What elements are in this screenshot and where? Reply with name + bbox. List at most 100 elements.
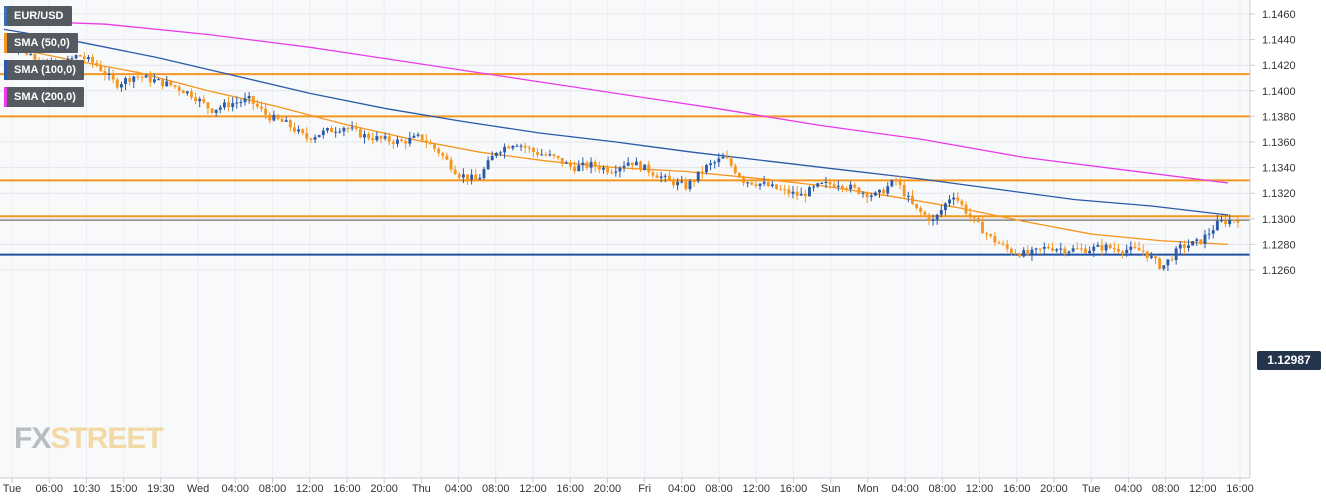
candle-body <box>630 162 634 166</box>
candle-body <box>1178 244 1182 249</box>
legend-entry[interactable]: SMA (100,0) <box>4 60 84 80</box>
candle-body <box>515 145 519 147</box>
candle-body <box>342 127 346 132</box>
legend-entry[interactable]: SMA (50,0) <box>4 33 78 53</box>
candle-body <box>152 79 156 83</box>
candle-body <box>540 154 544 156</box>
candle-body <box>742 177 745 183</box>
candle-body <box>78 55 82 57</box>
candle-body <box>1174 248 1178 260</box>
candle-body <box>441 153 445 156</box>
candle-body <box>293 127 296 132</box>
candle-body <box>560 157 564 164</box>
candle-body <box>700 171 704 173</box>
candle-body <box>680 181 684 183</box>
candle-body <box>663 175 667 177</box>
candle-body <box>808 187 811 197</box>
x-tick-label: 12:00 <box>519 483 547 495</box>
candle-body <box>227 102 230 108</box>
candle-body <box>181 90 185 94</box>
candle-body <box>128 78 132 82</box>
candle-body <box>466 174 469 180</box>
candle-body <box>408 137 412 144</box>
x-tick-label: 12:00 <box>966 483 994 495</box>
candle-body <box>985 233 989 235</box>
candle-body <box>725 156 729 159</box>
legend-label: SMA (200,0) <box>14 91 76 103</box>
candle-body <box>618 167 622 172</box>
candle-body <box>1145 251 1149 258</box>
x-tick-label: 12:00 <box>742 483 770 495</box>
candle-body <box>231 103 235 108</box>
candle-body <box>420 134 424 141</box>
candle-body <box>1158 258 1162 269</box>
x-tick-label: 04:00 <box>445 483 473 495</box>
candle-body <box>902 184 906 197</box>
candle-body <box>709 163 713 166</box>
candle-body <box>367 134 371 139</box>
candle-body <box>161 79 165 87</box>
legend-swatch <box>4 60 7 80</box>
x-tick-label: 20:00 <box>594 483 622 495</box>
candle-body <box>185 91 189 94</box>
candle-body <box>1084 248 1087 254</box>
candle-body <box>272 114 276 121</box>
candle-body <box>346 127 350 129</box>
candle-body <box>243 98 247 103</box>
candle-body <box>993 236 997 243</box>
candle-body <box>177 86 181 91</box>
candle-body <box>428 142 432 145</box>
candle-body <box>1034 248 1038 250</box>
candle-body <box>214 109 218 113</box>
candle-body <box>1018 253 1022 257</box>
candle-body <box>956 197 960 201</box>
x-tick-label: 08:00 <box>705 483 733 495</box>
legend-entry[interactable]: SMA (200,0) <box>4 87 84 107</box>
candle-body <box>1026 250 1030 255</box>
candle-body <box>1030 249 1034 255</box>
candle-body <box>321 130 325 136</box>
candle-body <box>115 79 119 88</box>
candle-body <box>412 135 416 138</box>
candle-body <box>861 192 865 194</box>
candle-body <box>890 180 894 187</box>
candle-body <box>915 203 919 208</box>
x-tick-label: 16:00 <box>1003 483 1031 495</box>
candle-body <box>836 185 840 187</box>
candle-body <box>989 234 993 237</box>
candle-body <box>614 171 618 173</box>
candle-body <box>1059 248 1063 250</box>
candle-body <box>461 174 465 178</box>
candle-body <box>878 189 881 193</box>
candle-body <box>519 145 523 147</box>
legend-entry[interactable]: EUR/USD <box>4 6 72 26</box>
candle-body <box>437 148 441 154</box>
candle-body <box>453 169 457 175</box>
candle-body <box>74 55 78 59</box>
candle-body <box>1191 241 1195 246</box>
candle-body <box>919 207 923 213</box>
x-tick-label: 04:00 <box>1115 483 1143 495</box>
candle-body <box>676 181 680 186</box>
candle-body <box>758 183 762 187</box>
candle-body <box>95 62 99 66</box>
candle-body <box>1170 259 1174 261</box>
candle-body <box>1215 221 1219 231</box>
candle-body <box>260 106 263 109</box>
candle-body <box>523 145 527 148</box>
candle-body <box>190 91 193 98</box>
candle-body <box>383 136 387 139</box>
candle-body <box>1121 251 1125 254</box>
candle-body <box>33 54 37 60</box>
y-tick-label: 1.1280 <box>1262 239 1296 251</box>
candle-body <box>140 76 144 78</box>
candle-body <box>1154 256 1157 259</box>
candle-body <box>906 195 910 197</box>
candle-body <box>70 58 74 60</box>
candle-body <box>783 189 787 191</box>
candle-body <box>1224 220 1228 225</box>
candle-body <box>1220 220 1223 222</box>
candle-body <box>696 171 700 182</box>
candle-body <box>449 159 453 170</box>
